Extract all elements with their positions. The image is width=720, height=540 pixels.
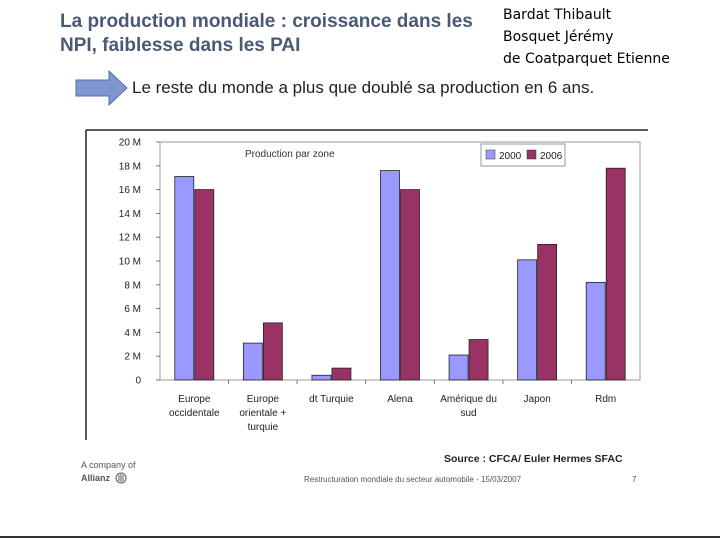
- x-tick-label: occidentale: [169, 408, 220, 419]
- author-2: Bosquet Jérémy: [503, 29, 614, 45]
- x-tick-label: Europe: [247, 394, 280, 405]
- bar-2000-4: [448, 354, 469, 381]
- allianz-logo-icon: [115, 472, 127, 484]
- x-axis-labels: Europe occidentale Europe orientale + turqui…: [169, 380, 616, 433]
- bar-2006-2: [331, 367, 352, 381]
- legend-swatch-2006: [526, 149, 537, 160]
- y-tick-label: 4 M: [124, 328, 141, 339]
- y-tick-label: 6 M: [124, 304, 141, 315]
- y-tick-label: 16 M: [119, 185, 141, 196]
- bar-2006-6: [605, 167, 626, 381]
- bar-2000-5: [517, 259, 538, 381]
- authors-block: Bardat Thibault Bosquet Jérémy de Coatpa…: [503, 4, 670, 70]
- x-tick-label: orientale +: [239, 408, 286, 419]
- bar-2006-3: [400, 189, 420, 381]
- legend-label-2000: 2000: [499, 151, 522, 162]
- y-tick-label: 12 M: [119, 233, 141, 244]
- y-tick-label: 14 M: [119, 209, 141, 220]
- legend-swatch-2000: [485, 149, 496, 160]
- bar-2000-6: [585, 282, 606, 381]
- legend: 2000 2006: [480, 143, 566, 167]
- right-arrow-icon: [75, 70, 128, 106]
- x-tick-label: Japon: [524, 394, 551, 405]
- plot-area: [159, 141, 641, 381]
- x-tick-label: sud: [461, 408, 477, 419]
- bar-2000-3: [380, 170, 400, 381]
- page-number: 7: [632, 475, 637, 484]
- company-line-1: A company of: [81, 460, 136, 470]
- bar-2006-5: [537, 243, 558, 381]
- x-tick-label: dt Turquie: [309, 394, 354, 405]
- x-tick-label: Rdm: [595, 394, 616, 405]
- slide-title: La production mondiale : croissance dans…: [60, 11, 473, 56]
- bar-2000-2: [311, 374, 332, 381]
- bar-2000-0: [174, 176, 195, 381]
- slide-subtitle: Le reste du monde a plus que doublé sa p…: [132, 78, 595, 97]
- legend-label-2006: 2006: [540, 151, 563, 162]
- bottom-rule: [0, 536, 720, 538]
- x-tick-label: Alena: [387, 394, 413, 405]
- y-tick-label: 8 M: [124, 280, 141, 291]
- footer-caption: Restructuration mondiale du secteur auto…: [304, 475, 522, 484]
- x-tick-label: Amérique du: [440, 394, 497, 405]
- x-tick-label: Europe: [178, 394, 211, 405]
- y-tick-label: 10 M: [119, 257, 141, 268]
- y-tick-label: 0: [135, 376, 141, 387]
- legend-box: [480, 143, 566, 167]
- bar-2006-0: [194, 189, 215, 381]
- bars-group: [174, 167, 626, 381]
- bar-2006-1: [262, 322, 283, 381]
- source-label: Source : CFCA/ Euler Hermes SFAC: [444, 453, 623, 465]
- chart-title: Production par zone: [245, 149, 335, 160]
- author-3: de Coatparquet Etienne: [503, 51, 670, 67]
- author-1: Bardat Thibault: [503, 7, 612, 23]
- y-tick-label: 18 M: [119, 161, 141, 172]
- company-line-2: Allianz: [81, 473, 111, 483]
- bar-2000-1: [242, 342, 263, 381]
- x-tick-label: turquie: [248, 422, 279, 433]
- y-tick-label: 2 M: [124, 352, 141, 363]
- y-tick-label: 20 M: [119, 138, 141, 149]
- bar-2006-4: [468, 339, 489, 381]
- y-axis: 0 2 M 4 M 6 M 8 M 10 M 12 M 14 M 16 M 18 M 20 M: [119, 138, 160, 387]
